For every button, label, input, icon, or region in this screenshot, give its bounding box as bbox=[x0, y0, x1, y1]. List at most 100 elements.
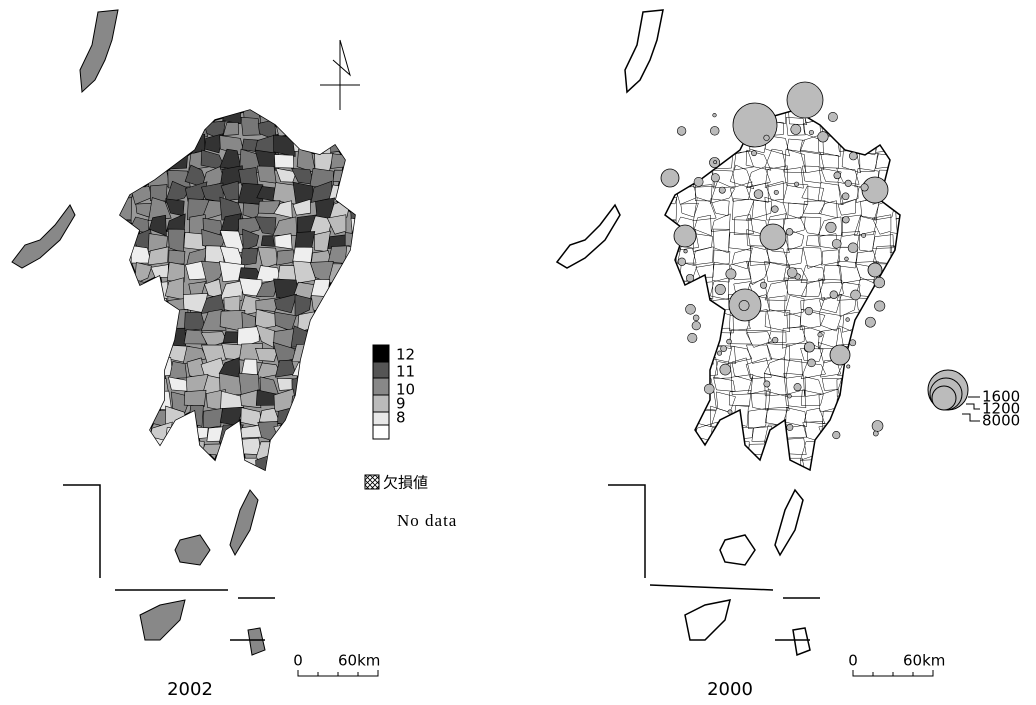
municipality bbox=[348, 265, 371, 284]
municipality bbox=[277, 439, 294, 453]
bubble bbox=[774, 190, 778, 194]
bubble bbox=[808, 359, 816, 367]
bubble bbox=[862, 233, 866, 237]
bubble bbox=[764, 381, 770, 387]
legend: 12 11 10 9 8 欠損値 No data bbox=[365, 345, 457, 530]
municipality bbox=[292, 118, 312, 139]
municipality bbox=[133, 358, 155, 378]
municipality bbox=[677, 469, 695, 492]
municipality bbox=[148, 313, 173, 326]
municipality bbox=[819, 470, 842, 489]
bubble bbox=[842, 193, 849, 200]
bubble bbox=[873, 431, 878, 436]
municipality bbox=[112, 230, 135, 252]
municipality bbox=[874, 439, 897, 459]
municipality bbox=[115, 475, 135, 490]
bubble bbox=[787, 82, 823, 118]
municipality bbox=[346, 168, 370, 184]
bubble bbox=[794, 383, 801, 390]
municipality bbox=[275, 234, 292, 249]
municipality bbox=[148, 344, 168, 365]
municipality bbox=[855, 108, 874, 118]
municipality bbox=[658, 439, 678, 459]
municipality bbox=[292, 409, 313, 429]
municipality bbox=[860, 395, 879, 409]
municipality bbox=[154, 470, 173, 489]
municipality bbox=[678, 345, 698, 361]
municipality bbox=[674, 389, 699, 409]
municipality bbox=[693, 344, 713, 365]
municipality bbox=[748, 475, 765, 492]
page: 12 11 10 9 8 欠損値 No data 2002 0 60km 200… bbox=[0, 0, 1036, 705]
municipality bbox=[152, 327, 171, 345]
municipality bbox=[168, 472, 189, 492]
municipality bbox=[890, 377, 915, 393]
municipality bbox=[854, 360, 878, 379]
municipality bbox=[347, 394, 370, 412]
municipality bbox=[274, 455, 296, 474]
bubble bbox=[861, 184, 868, 191]
municipality bbox=[692, 454, 714, 473]
municipality bbox=[292, 134, 311, 152]
municipality bbox=[112, 327, 135, 346]
municipality bbox=[166, 427, 189, 444]
municipality bbox=[892, 102, 914, 118]
bubble bbox=[850, 340, 856, 346]
municipality bbox=[313, 406, 333, 426]
mainland bbox=[665, 110, 900, 470]
bubble bbox=[714, 161, 717, 164]
bubble bbox=[787, 268, 797, 278]
municipality bbox=[876, 311, 896, 328]
municipality bbox=[675, 438, 693, 459]
missing-label: 欠損値 bbox=[383, 474, 428, 492]
municipality bbox=[202, 444, 223, 455]
municipality bbox=[837, 471, 859, 493]
municipality bbox=[310, 326, 331, 348]
bubble bbox=[764, 135, 770, 141]
municipality bbox=[185, 439, 205, 456]
municipality bbox=[765, 471, 788, 492]
municipality bbox=[893, 278, 916, 295]
municipality bbox=[819, 455, 841, 474]
bubble bbox=[848, 243, 858, 253]
municipality bbox=[728, 471, 747, 492]
bubble bbox=[865, 317, 875, 327]
municipality bbox=[350, 423, 371, 441]
municipality bbox=[112, 261, 133, 282]
municipality bbox=[315, 395, 334, 409]
municipality bbox=[767, 456, 789, 475]
municipality bbox=[347, 102, 369, 118]
municipality bbox=[296, 456, 315, 476]
municipality bbox=[346, 119, 370, 140]
municipality bbox=[896, 139, 910, 153]
municipality bbox=[695, 298, 712, 316]
map-2002: 12 11 10 9 8 欠損値 No data 2002 0 60km bbox=[12, 10, 457, 700]
municipality bbox=[150, 156, 170, 168]
municipality bbox=[112, 103, 133, 124]
municipality bbox=[224, 296, 240, 313]
municipality bbox=[261, 236, 274, 247]
municipality bbox=[147, 454, 169, 473]
municipality bbox=[658, 149, 677, 169]
municipality bbox=[854, 345, 877, 359]
bubble bbox=[686, 274, 694, 282]
municipality bbox=[896, 328, 913, 347]
municipality bbox=[892, 360, 915, 381]
bubble bbox=[678, 258, 686, 266]
municipality bbox=[713, 455, 734, 477]
bubble bbox=[719, 187, 725, 193]
municipality bbox=[189, 405, 204, 426]
municipality bbox=[186, 104, 203, 124]
bubble bbox=[845, 180, 851, 186]
bubble bbox=[721, 346, 727, 352]
municipality bbox=[132, 427, 152, 439]
municipality bbox=[854, 120, 874, 139]
scale-start: 0 bbox=[848, 652, 858, 670]
bubble bbox=[830, 345, 850, 365]
scale-bar bbox=[853, 670, 933, 676]
municipality bbox=[802, 470, 821, 492]
municipality bbox=[873, 125, 897, 137]
municipality bbox=[873, 326, 894, 345]
municipality bbox=[274, 423, 298, 442]
municipality bbox=[168, 455, 189, 477]
